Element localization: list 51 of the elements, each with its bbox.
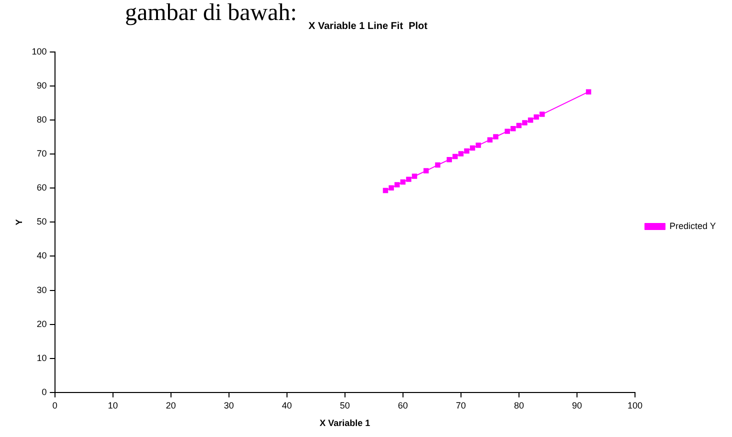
point (493, 134, 498, 140)
y-tick-label: 50 (36, 216, 47, 227)
y-tick-label: 20 (36, 318, 47, 329)
point (458, 151, 464, 156)
y-axis-title: Y (14, 219, 24, 226)
x-tick-label: 20 (166, 400, 176, 410)
x-tick-label: 100 (627, 400, 642, 410)
point (446, 156, 452, 162)
point (388, 185, 394, 190)
point (423, 168, 429, 174)
x-tick-label: 0 (52, 400, 58, 410)
y-tick-label: 30 (36, 284, 47, 295)
x-tick-label: 70 (456, 400, 466, 410)
point (522, 120, 528, 126)
x-tick-label: 30 (224, 400, 234, 410)
legend-label: Predicted Y (669, 220, 716, 231)
x-tick-label: 40 (282, 400, 292, 410)
x-tick-label: 80 (514, 400, 524, 410)
y-tick-label: 100 (32, 46, 47, 56)
point (406, 176, 412, 182)
x-axis-title: X Variable 1 (320, 418, 370, 428)
point (586, 89, 592, 94)
point (540, 112, 545, 117)
y-tick-label: 70 (36, 148, 47, 159)
y-tick-label: 10 (36, 352, 47, 363)
x-tick-label: 90 (572, 400, 582, 410)
point (435, 162, 440, 168)
point (452, 154, 458, 160)
x-tick-label: 60 (398, 400, 408, 410)
point (528, 117, 534, 123)
y-tick-label: 80 (36, 114, 47, 125)
point (412, 174, 418, 179)
point (464, 148, 470, 154)
point (516, 122, 522, 128)
point (476, 142, 481, 148)
x-tick-label: 50 (340, 400, 350, 410)
point (534, 114, 539, 120)
y-tick-label: 0 (42, 386, 47, 397)
y-tick-label: 40 (36, 250, 47, 261)
text: gambar di bawah: (125, 0, 297, 26)
point (504, 128, 510, 134)
point (400, 179, 406, 185)
x-tick-label: 10 (108, 400, 118, 410)
point (487, 137, 493, 142)
y-tick-label: 90 (36, 80, 47, 91)
chart-title: X Variable 1 Line Fit Plot (308, 20, 428, 32)
point (510, 126, 516, 132)
y-tick-label: 60 (36, 182, 47, 193)
point (470, 145, 476, 151)
point (394, 182, 400, 188)
point (382, 188, 388, 194)
